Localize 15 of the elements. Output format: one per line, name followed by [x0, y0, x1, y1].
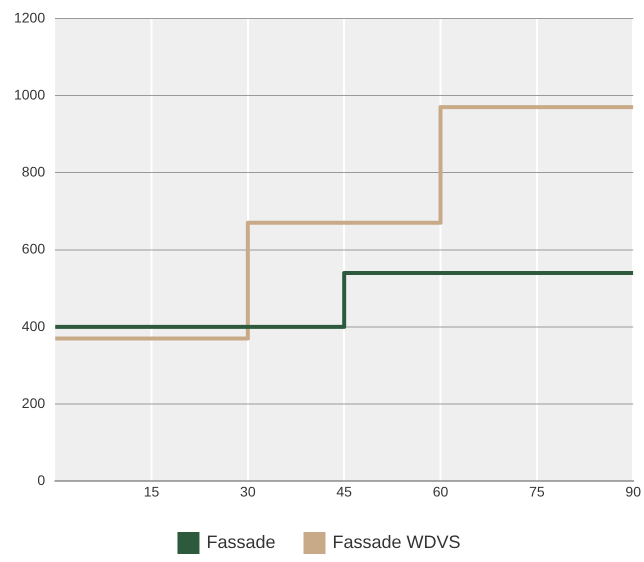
- x-tick-label: 15: [144, 483, 160, 500]
- x-tick-label: 45: [336, 483, 352, 500]
- y-tick-label: 200: [22, 394, 46, 411]
- y-tick-label: 800: [22, 164, 46, 180]
- x-tick-label: 90: [625, 483, 642, 500]
- legend-label: Fassade: [206, 532, 276, 552]
- y-tick-label: 400: [22, 318, 46, 334]
- y-tick-label: 600: [22, 240, 46, 257]
- legend-label: Fassade WDVS: [332, 532, 461, 552]
- y-tick-label: 1000: [14, 86, 46, 102]
- y-tick-label: 0: [37, 472, 46, 488]
- x-tick-label: 60: [432, 483, 449, 500]
- x-tick-label: 30: [240, 483, 256, 500]
- x-tick-label: 75: [529, 483, 545, 500]
- y-tick-label: 1200: [14, 9, 46, 26]
